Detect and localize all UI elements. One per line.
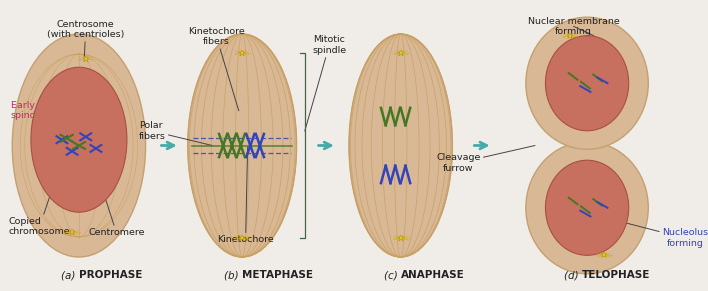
Text: Nuclear membrane
forming: Nuclear membrane forming [527, 17, 620, 36]
Ellipse shape [545, 36, 629, 131]
Ellipse shape [188, 34, 297, 257]
Text: METAPHASE: METAPHASE [242, 270, 313, 280]
Text: Mitotic
spindle: Mitotic spindle [304, 36, 346, 131]
Text: Cleavage
furrow: Cleavage furrow [436, 146, 535, 173]
Text: Centrosome
(with centrioles): Centrosome (with centrioles) [47, 19, 125, 56]
Ellipse shape [12, 34, 146, 257]
Text: Early mitotic
spindle: Early mitotic spindle [11, 101, 71, 128]
Text: (b): (b) [224, 270, 242, 280]
Text: PROPHASE: PROPHASE [79, 270, 142, 280]
Text: (c): (c) [384, 270, 401, 280]
Text: Kinetochore: Kinetochore [217, 147, 274, 244]
Text: ANAPHASE: ANAPHASE [401, 270, 464, 280]
Text: TELOPHASE: TELOPHASE [582, 270, 651, 280]
Text: Nucleolus
forming: Nucleolus forming [600, 217, 708, 248]
Text: Kinetochore
fibers: Kinetochore fibers [188, 27, 245, 111]
Ellipse shape [31, 67, 127, 212]
Text: Centromere: Centromere [88, 148, 144, 237]
Ellipse shape [349, 34, 452, 257]
Ellipse shape [526, 17, 649, 149]
Ellipse shape [526, 142, 649, 274]
Text: Polar
fibers: Polar fibers [139, 121, 212, 146]
Ellipse shape [545, 160, 629, 255]
Text: (d): (d) [564, 270, 582, 280]
Text: (a): (a) [62, 270, 79, 280]
Text: Copied
chromosome: Copied chromosome [9, 160, 71, 236]
